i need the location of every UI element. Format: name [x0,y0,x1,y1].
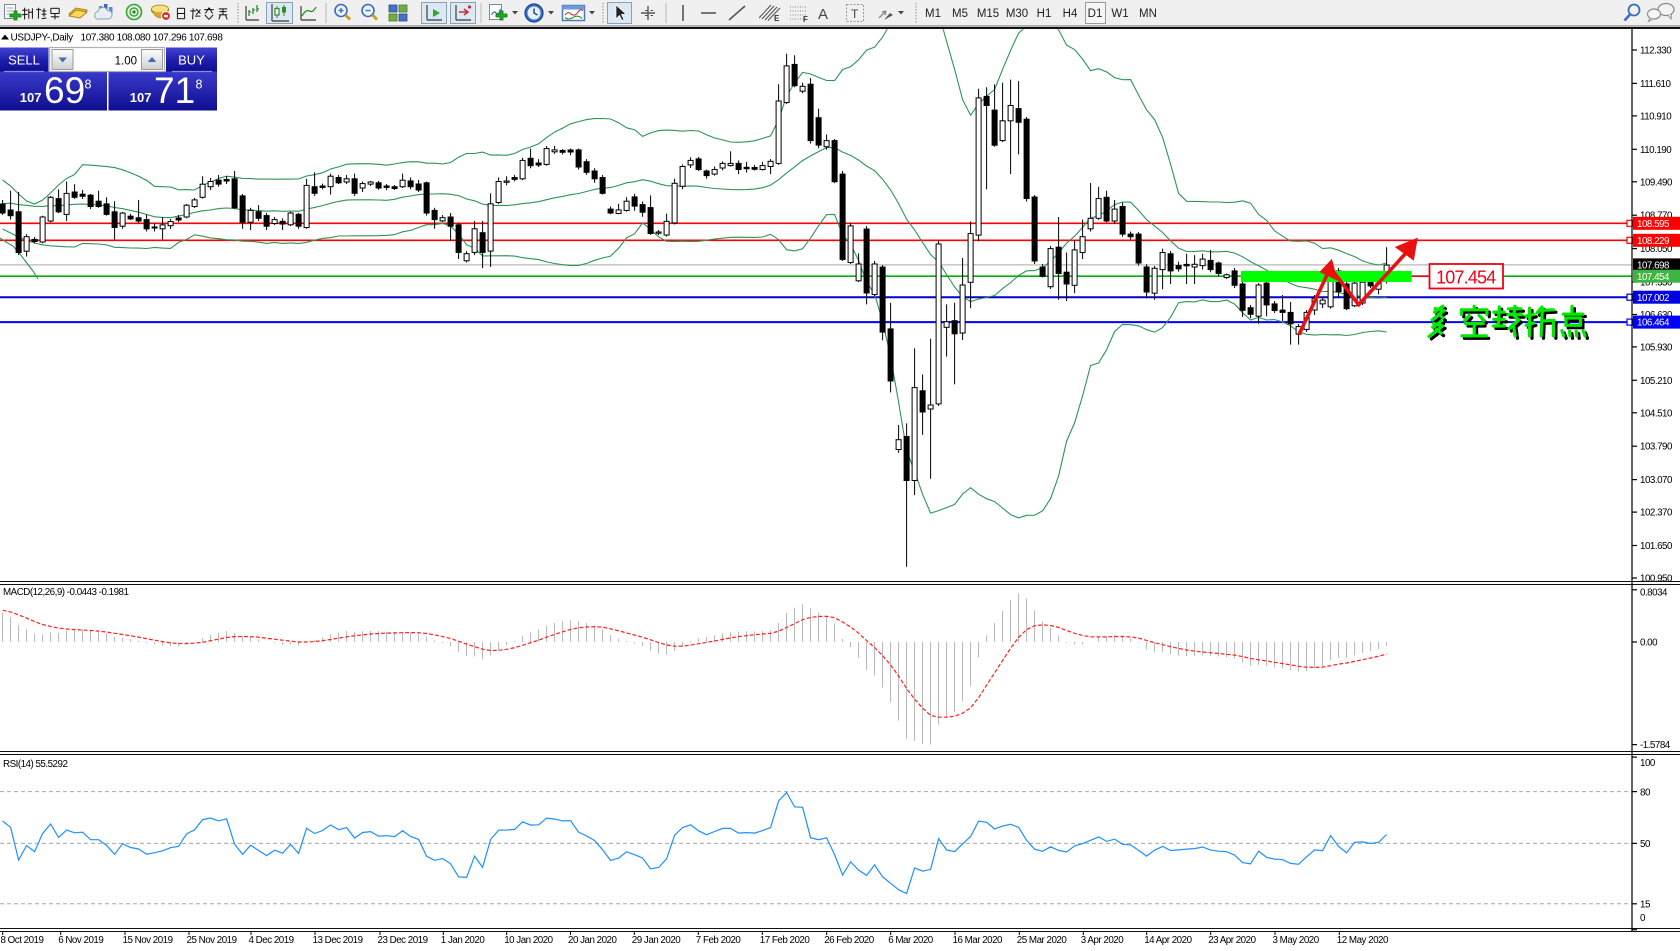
svg-text:-1.5784: -1.5784 [1640,740,1671,751]
svg-text:6 Mar 2020: 6 Mar 2020 [888,935,934,946]
svg-text:108.050: 108.050 [1640,244,1673,255]
svg-text:USDJPY-,Daily: USDJPY-,Daily [11,33,74,44]
svg-text:107.380 108.080 107.296 107.69: 107.380 108.080 107.296 107.698 [81,33,224,44]
svg-text:107.698: 107.698 [1637,261,1670,272]
svg-text:E: E [774,14,780,23]
svg-text:108.595: 108.595 [1637,219,1670,230]
svg-text:25 Mar 2020: 25 Mar 2020 [1017,935,1068,946]
svg-text:105.930: 105.930 [1640,342,1673,353]
svg-text:103.790: 103.790 [1640,442,1673,453]
svg-text:108.229: 108.229 [1637,236,1669,247]
svg-text:3 Apr 2020: 3 Apr 2020 [1081,935,1124,946]
svg-text:25 Nov 2019: 25 Nov 2019 [187,935,237,946]
svg-text:110.190: 110.190 [1640,145,1672,156]
svg-text:15: 15 [1640,900,1651,911]
svg-text:W1: W1 [1111,8,1128,20]
svg-text:15 Nov 2019: 15 Nov 2019 [123,935,173,946]
svg-text:12 May 2020: 12 May 2020 [1337,935,1389,946]
svg-text:14 Apr 2020: 14 Apr 2020 [1144,935,1192,946]
svg-text:71: 71 [154,70,195,111]
svg-text:100: 100 [1640,758,1656,769]
svg-text:106.630: 106.630 [1640,310,1673,321]
svg-text:M30: M30 [1006,8,1028,20]
svg-text:M5: M5 [952,8,968,20]
svg-text:8 Oct 2019: 8 Oct 2019 [1,935,44,946]
svg-text:MN: MN [1139,8,1157,20]
svg-text:4 Dec 2019: 4 Dec 2019 [249,935,294,946]
svg-text:13 Dec 2019: 13 Dec 2019 [313,935,363,946]
svg-text:M15: M15 [977,8,999,20]
svg-text:107: 107 [20,90,42,105]
svg-text:0: 0 [1640,913,1646,924]
svg-text:80: 80 [1640,788,1651,799]
svg-text:A: A [818,6,828,23]
svg-text:107.002: 107.002 [1637,293,1669,304]
svg-text:105.210: 105.210 [1640,376,1673,387]
svg-text:1.00: 1.00 [115,56,137,68]
svg-text:7 Feb 2020: 7 Feb 2020 [696,935,742,946]
svg-text:112.330: 112.330 [1640,46,1672,57]
svg-text:3 May 2020: 3 May 2020 [1273,935,1320,946]
svg-text:107: 107 [130,90,152,105]
svg-text:23 Apr 2020: 23 Apr 2020 [1208,935,1256,946]
svg-text:50: 50 [1640,839,1651,850]
svg-text:SELL: SELL [8,53,40,68]
svg-text:M1: M1 [925,8,941,20]
svg-text:104.510: 104.510 [1640,408,1673,419]
svg-text:107.454: 107.454 [1436,268,1496,288]
svg-text:109.490: 109.490 [1640,177,1673,188]
svg-text:16 Mar 2020: 16 Mar 2020 [953,935,1004,946]
svg-text:6 Nov 2019: 6 Nov 2019 [58,935,103,946]
svg-text:F: F [803,15,808,24]
svg-text:8: 8 [85,78,92,92]
svg-text:23 Dec 2019: 23 Dec 2019 [378,935,428,946]
svg-text:8: 8 [196,78,203,92]
svg-text:MACD(12,26,9) -0.0443 -0.1981: MACD(12,26,9) -0.0443 -0.1981 [3,587,129,598]
svg-text:111.610: 111.610 [1640,79,1672,90]
svg-text:103.070: 103.070 [1640,475,1673,486]
svg-text:0.8034: 0.8034 [1640,588,1668,599]
svg-text:0.00: 0.00 [1640,638,1658,649]
svg-text:T: T [851,7,859,21]
svg-text:106.464: 106.464 [1637,318,1670,329]
svg-text:D1: D1 [1088,8,1103,20]
svg-text:110.910: 110.910 [1640,111,1672,122]
svg-text:20 Jan 2020: 20 Jan 2020 [568,935,617,946]
svg-text:108.770: 108.770 [1640,211,1673,222]
svg-text:H4: H4 [1063,8,1078,20]
svg-text:100.950: 100.950 [1640,574,1673,585]
svg-text:107.454: 107.454 [1637,272,1670,283]
svg-text:102.370: 102.370 [1640,508,1673,519]
svg-text:RSI(14) 55.5292: RSI(14) 55.5292 [3,759,67,770]
svg-text:1 Jan 2020: 1 Jan 2020 [441,935,486,946]
svg-text:69: 69 [44,70,85,111]
svg-text:101.650: 101.650 [1640,541,1673,552]
svg-text:17 Feb 2020: 17 Feb 2020 [760,935,811,946]
svg-text:BUY: BUY [178,53,205,68]
svg-text:29 Jan 2020: 29 Jan 2020 [632,935,681,946]
svg-text:H1: H1 [1037,8,1052,20]
svg-text:107.330: 107.330 [1640,278,1673,289]
svg-text:10 Jan 2020: 10 Jan 2020 [504,935,553,946]
svg-text:26 Feb 2020: 26 Feb 2020 [824,935,875,946]
